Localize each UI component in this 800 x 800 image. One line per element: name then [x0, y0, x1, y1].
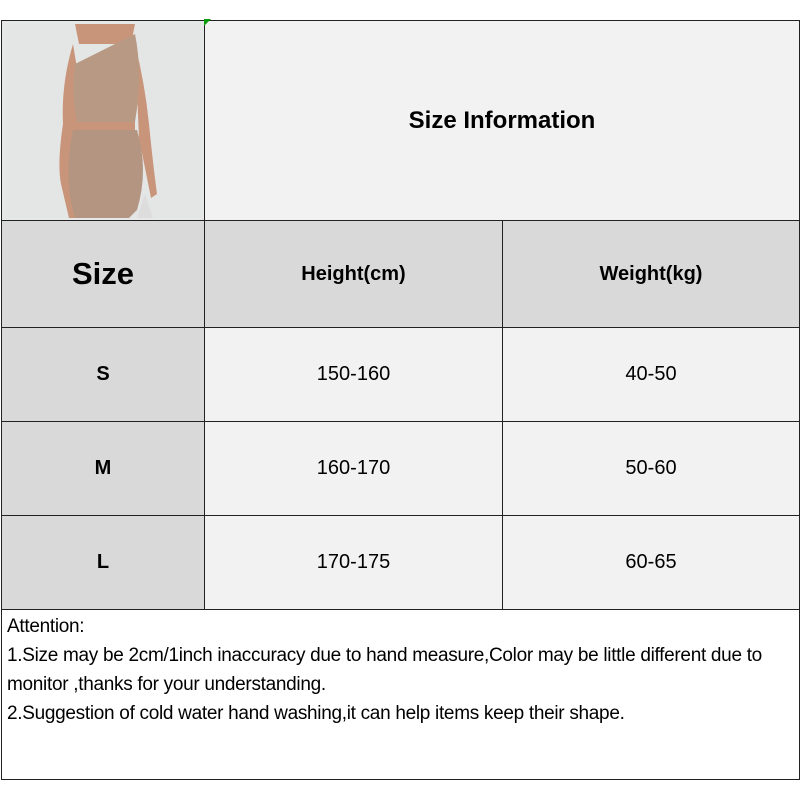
weight-cell: 50-60	[502, 421, 800, 516]
notes-line-2: 2.Suggestion of cold water hand washing,…	[7, 703, 625, 724]
header-size: Size	[1, 220, 205, 328]
size-cell: M	[1, 421, 205, 516]
height-cell: 170-175	[204, 515, 503, 610]
weight-cell: 60-65	[502, 515, 800, 610]
title-cell: Size Information	[204, 20, 800, 221]
header-height: Height(cm)	[204, 220, 503, 328]
size-value: M	[94, 457, 112, 479]
size-value: L	[96, 551, 110, 573]
header-weight-label: Weight(kg)	[599, 262, 703, 285]
weight-value: 60-65	[625, 551, 677, 573]
height-value: 150-160	[316, 363, 391, 385]
height-cell: 150-160	[204, 327, 503, 422]
header-size-label: Size	[71, 256, 135, 291]
cell-marker-icon	[204, 19, 211, 26]
notes-line-1: 1.Size may be 2cm/1inch inaccuracy due t…	[7, 645, 767, 695]
size-cell: L	[1, 515, 205, 610]
attention-notes: Attention: 1.Size may be 2cm/1inch inacc…	[1, 609, 800, 780]
notes-heading: Attention:	[7, 616, 85, 637]
title: Size Information	[408, 106, 596, 134]
size-value: S	[96, 363, 110, 385]
weight-cell: 40-50	[502, 327, 800, 422]
size-cell: S	[1, 327, 205, 422]
height-value: 160-170	[316, 457, 391, 479]
header-weight: Weight(kg)	[502, 220, 800, 328]
header-height-label: Height(cm)	[301, 262, 406, 285]
height-cell: 160-170	[204, 421, 503, 516]
weight-value: 50-60	[625, 457, 677, 479]
product-image	[5, 23, 201, 218]
height-value: 170-175	[316, 551, 391, 573]
product-photo	[1, 20, 205, 221]
weight-value: 40-50	[625, 363, 677, 385]
